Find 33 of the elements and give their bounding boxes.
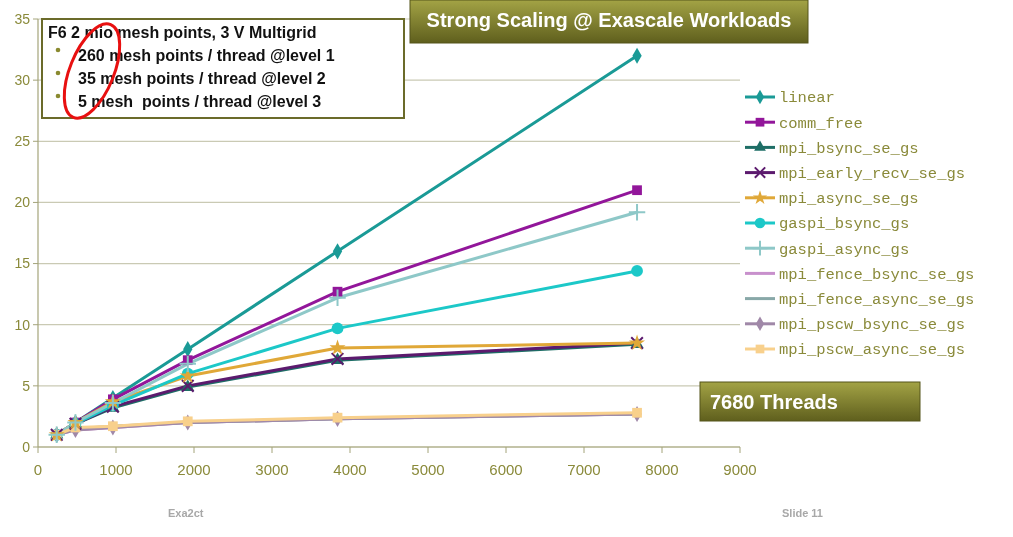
y-tick-label: 30 (14, 72, 31, 89)
y-tick-label: 25 (14, 133, 31, 150)
legend-label: mpi_fence_async_se_gs (779, 291, 975, 310)
legend-label: mpi_pscw_bsync_se_gs (779, 316, 966, 335)
legend-label: linear (779, 89, 835, 108)
y-tick-label: 0 (22, 438, 31, 455)
legend-label: gaspi_async_gs (779, 240, 910, 259)
x-tick-label: 6000 (489, 461, 523, 478)
x-tick-label: 4000 (333, 461, 367, 478)
legend-label: mpi_fence_bsync_se_gs (779, 265, 975, 284)
x-tick-label: 7000 (567, 461, 601, 478)
x-tick-label: 9000 (723, 461, 757, 478)
x-tick-label: 5000 (411, 461, 445, 478)
text: Slide 11 (782, 507, 823, 519)
legend-label: gaspi_bsync_gs (779, 215, 910, 234)
y-tick-label: 5 (22, 377, 31, 394)
legend-label: mpi_pscw_async_se_gs (779, 341, 966, 360)
x-tick-label: 8000 (645, 461, 679, 478)
y-tick-label: 10 (14, 316, 31, 333)
x-tick-label: 1000 (99, 461, 133, 478)
x-tick-label: 0 (33, 461, 43, 478)
chart-title: Strong Scaling @ Exascale Workloads (426, 9, 792, 31)
legend-label: mpi_early_recv_se_gs (779, 165, 966, 184)
y-tick-label: 35 (14, 10, 31, 27)
legend-label: mpi_async_se_gs (779, 190, 919, 209)
annotation: 7680 Threads (710, 391, 838, 413)
text: Exa2ct (168, 507, 204, 519)
x-tick-label: 2000 (177, 461, 211, 478)
y-tick-label: 15 (14, 255, 31, 272)
legend-label: mpi_bsync_se_gs (779, 139, 919, 158)
y-tick-label: 20 (14, 194, 31, 211)
legend-label: comm_free (779, 114, 863, 133)
x-tick-label: 3000 (255, 461, 289, 478)
